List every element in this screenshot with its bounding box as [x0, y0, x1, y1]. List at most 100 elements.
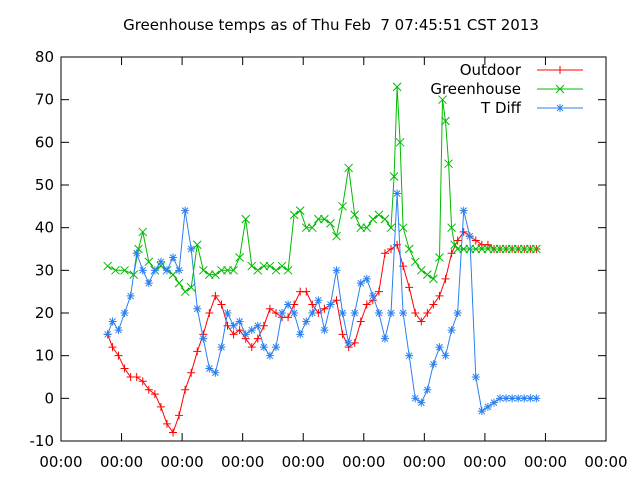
- x-tick-label: 00:00: [403, 453, 446, 471]
- data-point-outdoor: [229, 330, 238, 339]
- data-point-t-diff: [290, 309, 299, 317]
- data-point-t-diff: [314, 296, 323, 305]
- data-point-outdoor: [138, 377, 147, 386]
- data-point-t-diff: [411, 394, 420, 403]
- data-point-outdoor: [411, 309, 420, 317]
- data-point-greenhouse: [265, 261, 275, 271]
- data-point-t-diff: [417, 398, 426, 407]
- data-point-greenhouse: [314, 214, 323, 224]
- data-point-greenhouse: [453, 244, 462, 254]
- x-tick-label: 00:00: [584, 453, 627, 471]
- data-point-greenhouse: [465, 244, 475, 254]
- data-point-t-diff: [496, 394, 505, 403]
- data-point-outdoor: [150, 390, 159, 399]
- data-point-outdoor: [483, 240, 492, 249]
- data-point-greenhouse: [277, 261, 287, 271]
- data-point-t-diff: [253, 321, 262, 330]
- data-point-greenhouse: [368, 214, 378, 224]
- data-point-outdoor: [120, 364, 129, 373]
- data-point-t-diff: [508, 394, 517, 403]
- data-point-t-diff: [175, 266, 184, 275]
- data-point-greenhouse: [111, 265, 120, 275]
- data-point-t-diff: [278, 309, 287, 317]
- x-tick-label: 00:00: [160, 453, 203, 471]
- data-point-t-diff: [393, 189, 402, 198]
- data-point-greenhouse: [301, 223, 311, 233]
- data-point-t-diff: [271, 343, 280, 352]
- data-point-t-diff: [374, 309, 383, 317]
- data-point-greenhouse: [120, 265, 129, 275]
- data-point-greenhouse: [423, 270, 432, 279]
- data-point-t-diff: [520, 394, 529, 403]
- series-line-t-diff: [107, 193, 537, 412]
- data-point-outdoor: [429, 300, 438, 309]
- data-point-t-diff: [150, 266, 159, 275]
- chart-title: Greenhouse temps as of Thu Feb 7 07:45:5…: [123, 16, 539, 34]
- data-point-greenhouse: [156, 261, 166, 271]
- data-point-outdoor: [235, 326, 244, 335]
- data-point-t-diff: [284, 300, 293, 309]
- data-point-outdoor: [374, 287, 383, 296]
- data-point-outdoor: [471, 236, 480, 245]
- data-point-outdoor: [217, 300, 226, 309]
- data-point-outdoor: [332, 296, 341, 305]
- data-point-t-diff: [405, 351, 414, 360]
- data-point-greenhouse: [241, 214, 251, 224]
- data-point-t-diff: [356, 279, 365, 288]
- data-point-t-diff: [471, 373, 480, 381]
- data-point-outdoor: [253, 334, 262, 343]
- x-tick-label: 00:00: [221, 453, 264, 471]
- data-point-outdoor: [441, 274, 450, 283]
- data-point-greenhouse: [507, 244, 517, 254]
- data-point-greenhouse: [444, 159, 453, 169]
- y-tick-label: 20: [35, 304, 54, 322]
- data-point-t-diff: [514, 394, 523, 403]
- data-point-greenhouse: [259, 261, 269, 271]
- data-point-t-diff: [368, 291, 377, 300]
- data-point-outdoor: [162, 419, 171, 428]
- data-point-t-diff: [211, 368, 220, 377]
- data-point-greenhouse: [168, 270, 178, 279]
- data-point-greenhouse: [416, 265, 426, 275]
- data-point-t-diff: [429, 360, 438, 369]
- legend-marker-greenhouse: [555, 84, 565, 94]
- data-point-greenhouse: [186, 283, 196, 292]
- data-point-outdoor: [362, 300, 371, 309]
- y-tick-label: 80: [35, 48, 54, 66]
- data-point-greenhouse: [525, 244, 535, 254]
- data-point-outdoor: [175, 411, 184, 420]
- data-point-t-diff: [338, 309, 347, 317]
- legend-marker-outdoor: [556, 66, 564, 74]
- data-point-outdoor: [211, 291, 220, 300]
- data-point-greenhouse: [389, 172, 399, 181]
- data-point-greenhouse: [138, 227, 148, 237]
- data-point-t-diff: [229, 321, 238, 330]
- legend-label-t-diff: T Diff: [480, 99, 522, 117]
- data-point-outdoor: [108, 343, 117, 352]
- data-point-t-diff: [399, 309, 408, 317]
- data-point-outdoor: [356, 317, 365, 326]
- data-point-greenhouse: [211, 270, 220, 279]
- y-tick-label: 30: [35, 261, 54, 279]
- data-point-greenhouse: [395, 137, 405, 147]
- data-point-greenhouse: [253, 265, 263, 275]
- data-point-greenhouse: [320, 214, 329, 224]
- data-point-greenhouse: [362, 223, 372, 233]
- data-point-greenhouse: [501, 244, 511, 254]
- data-point-outdoor: [247, 343, 256, 352]
- data-point-t-diff: [217, 343, 226, 352]
- data-point-t-diff: [326, 300, 335, 309]
- data-point-greenhouse: [283, 265, 293, 275]
- data-point-t-diff: [502, 394, 511, 403]
- data-point-t-diff: [187, 245, 196, 253]
- data-point-greenhouse: [295, 206, 305, 215]
- data-point-t-diff: [241, 330, 250, 339]
- data-point-greenhouse: [350, 210, 360, 220]
- y-tick-label: -10: [30, 432, 55, 450]
- data-point-t-diff: [144, 279, 153, 288]
- data-point-greenhouse: [289, 210, 299, 220]
- data-point-greenhouse: [489, 244, 499, 254]
- data-point-outdoor: [453, 236, 462, 245]
- y-tick-label: 70: [35, 91, 54, 109]
- data-point-t-diff: [526, 394, 535, 403]
